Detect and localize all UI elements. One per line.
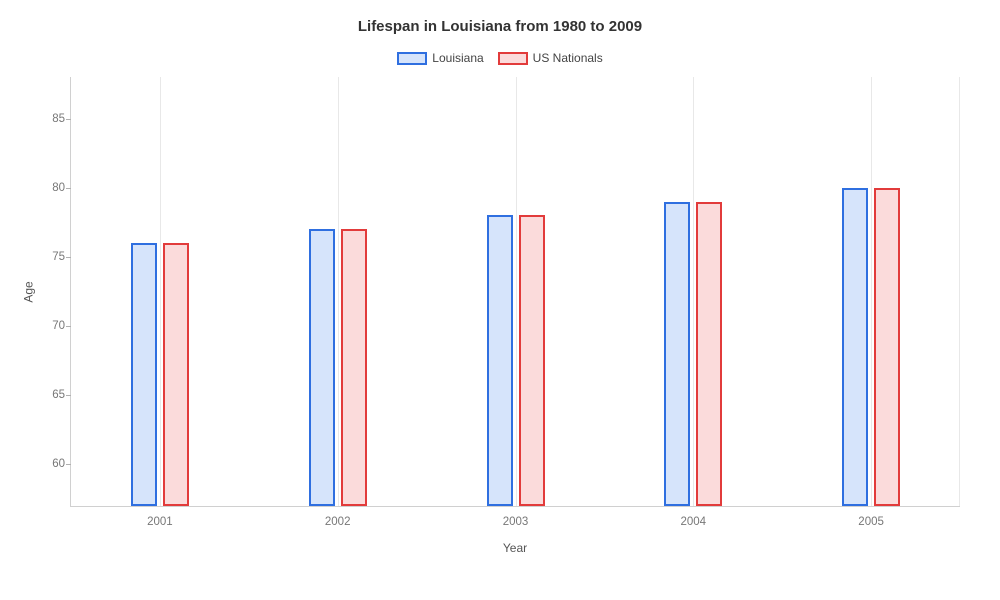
bar-us-nationals[interactable] bbox=[341, 229, 367, 506]
x-tick-label: 2001 bbox=[147, 516, 173, 528]
y-tick-label: 65 bbox=[33, 389, 65, 401]
y-tick-label: 75 bbox=[33, 251, 65, 263]
legend-label: Louisiana bbox=[432, 51, 483, 65]
gridline-vertical bbox=[516, 77, 517, 506]
bar-louisiana[interactable] bbox=[131, 243, 157, 506]
gridline-vertical bbox=[871, 77, 872, 506]
y-tick-mark bbox=[66, 119, 71, 120]
x-tick-label: 2005 bbox=[858, 516, 884, 528]
gridline-vertical bbox=[693, 77, 694, 506]
y-tick-mark bbox=[66, 464, 71, 465]
x-tick-label: 2003 bbox=[503, 516, 529, 528]
chart-legend: Louisiana US Nationals bbox=[0, 51, 1000, 65]
y-axis-label: Age bbox=[22, 281, 36, 302]
bar-us-nationals[interactable] bbox=[874, 188, 900, 506]
gridline-vertical bbox=[959, 77, 960, 506]
y-tick-mark bbox=[66, 326, 71, 327]
bar-louisiana[interactable] bbox=[309, 229, 335, 506]
legend-label: US Nationals bbox=[533, 51, 603, 65]
legend-swatch-louisiana bbox=[397, 52, 427, 65]
x-tick-label: 2002 bbox=[325, 516, 351, 528]
legend-item-us-nationals[interactable]: US Nationals bbox=[498, 51, 603, 65]
plot-wrap: Age 60657075808520012002200320042005 Yea… bbox=[70, 77, 960, 507]
chart-title: Lifespan in Louisiana from 1980 to 2009 bbox=[0, 18, 1000, 35]
gridline-vertical bbox=[338, 77, 339, 506]
lifespan-bar-chart: Lifespan in Louisiana from 1980 to 2009 … bbox=[0, 0, 1000, 600]
bar-louisiana[interactable] bbox=[842, 188, 868, 506]
legend-swatch-us-nationals bbox=[498, 52, 528, 65]
x-tick-label: 2004 bbox=[681, 516, 707, 528]
legend-item-louisiana[interactable]: Louisiana bbox=[397, 51, 483, 65]
bar-us-nationals[interactable] bbox=[519, 215, 545, 506]
y-tick-label: 60 bbox=[33, 458, 65, 470]
x-axis-label: Year bbox=[70, 541, 960, 555]
bar-us-nationals[interactable] bbox=[163, 243, 189, 506]
y-tick-mark bbox=[66, 257, 71, 258]
y-tick-mark bbox=[66, 188, 71, 189]
plot-area: 60657075808520012002200320042005 bbox=[70, 77, 960, 507]
y-tick-label: 70 bbox=[33, 320, 65, 332]
y-tick-label: 85 bbox=[33, 113, 65, 125]
bar-louisiana[interactable] bbox=[664, 202, 690, 506]
y-tick-label: 80 bbox=[33, 182, 65, 194]
y-tick-mark bbox=[66, 395, 71, 396]
bar-louisiana[interactable] bbox=[487, 215, 513, 506]
gridline-vertical bbox=[160, 77, 161, 506]
bar-us-nationals[interactable] bbox=[696, 202, 722, 506]
